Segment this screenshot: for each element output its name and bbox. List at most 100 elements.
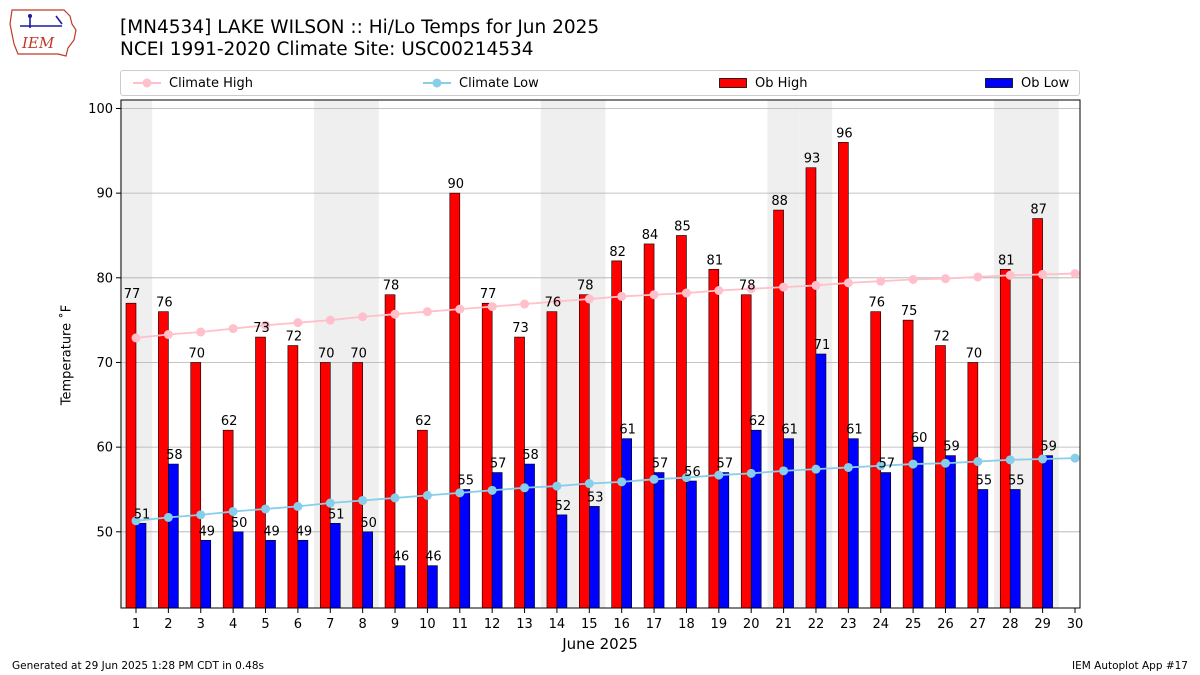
generated-footer: Generated at 29 Jun 2025 1:28 PM CDT in … <box>12 660 265 672</box>
ob-high-bar <box>838 142 849 609</box>
climate-low-point <box>940 458 950 468</box>
ob-low-label: 55 <box>1008 473 1025 488</box>
climate-low-point <box>973 457 983 467</box>
legend-climate-high: Climate High <box>133 74 253 92</box>
x-tick-label: 16 <box>613 617 630 632</box>
climate-high-point <box>261 320 271 330</box>
climate-low-point <box>584 479 594 489</box>
chart-title: [MN4534] LAKE WILSON :: Hi/Lo Temps for … <box>120 17 600 38</box>
climate-low-line-swatch <box>423 78 451 88</box>
ob-low-bar <box>427 565 438 609</box>
ob-low-bar <box>1042 455 1053 609</box>
climate-low-point <box>325 498 335 508</box>
ob-low-label: 52 <box>555 499 572 514</box>
ob-low-swatch <box>985 78 1013 88</box>
ob-low-label: 60 <box>911 431 928 446</box>
ob-low-bar <box>394 565 406 609</box>
climate-low-point <box>196 510 206 520</box>
ob-low-label: 56 <box>684 465 701 480</box>
climate-low-point <box>843 462 853 472</box>
climate-high-point <box>908 274 918 284</box>
ob-high-label: 93 <box>804 152 821 167</box>
ob-high-label: 81 <box>707 253 724 268</box>
ob-low-label: 49 <box>296 524 313 539</box>
ob-low-label: 50 <box>231 516 248 531</box>
x-tick-label: 29 <box>1034 617 1051 632</box>
climate-high-point <box>940 274 950 284</box>
climate-high-point <box>746 284 756 294</box>
climate-low-point <box>617 477 627 487</box>
ob-low-bar <box>977 489 989 609</box>
x-tick-label: 4 <box>229 617 237 632</box>
x-tick-label: 17 <box>646 617 663 632</box>
climate-high-point <box>325 315 335 325</box>
ob-low-bar <box>1009 489 1021 609</box>
chart-subtitle: NCEI 1991-2020 Climate Site: USC00214534 <box>120 39 534 60</box>
ob-low-bar <box>329 523 341 609</box>
ob-high-bar <box>579 294 590 609</box>
ob-low-label: 58 <box>166 448 183 463</box>
climate-high-point <box>649 290 659 300</box>
climate-high-point <box>1070 269 1080 279</box>
ob-low-bar <box>265 539 276 609</box>
climate-low-point <box>746 468 756 478</box>
iem-logo: IEM <box>9 9 77 57</box>
ob-low-label: 62 <box>749 414 766 429</box>
ob-low-label: 57 <box>878 457 895 472</box>
ob-high-bar <box>287 345 299 609</box>
x-tick-label: 14 <box>549 617 566 632</box>
ob-high-bar <box>740 294 752 609</box>
ob-low-bar <box>653 472 665 609</box>
y-tick-label: 80 <box>96 271 113 286</box>
ob-high-label: 70 <box>966 346 983 361</box>
climate-high-point <box>584 294 594 304</box>
ob-high-bar <box>449 192 461 609</box>
climate-low-point <box>1070 453 1080 463</box>
ob-low-bar <box>297 539 309 609</box>
ob-high-label: 78 <box>383 279 400 294</box>
ob-high-label: 88 <box>771 194 788 209</box>
climate-low-point <box>908 459 918 469</box>
climate-low-point <box>1038 454 1048 464</box>
ob-high-label: 82 <box>609 245 626 260</box>
x-tick-label: 24 <box>872 617 889 632</box>
climate-low-point <box>1005 455 1015 465</box>
ob-high-label: 85 <box>674 219 691 234</box>
y-tick-label: 100 <box>88 102 113 117</box>
x-tick-label: 26 <box>937 617 954 632</box>
x-tick-label: 9 <box>391 617 399 632</box>
x-tick-label: 2 <box>164 617 172 632</box>
legend-ob-high: Ob High <box>719 74 808 92</box>
x-axis-label: June 2025 <box>562 635 638 653</box>
ob-low-bar <box>686 480 697 609</box>
climate-low-point <box>293 501 303 511</box>
y-axis-label: Temperature ˚F <box>59 304 75 406</box>
ob-low-label: 51 <box>134 507 151 522</box>
ob-high-label: 76 <box>868 296 885 311</box>
ob-low-bar <box>589 506 600 609</box>
climate-low-point <box>779 466 789 476</box>
climate-low-point <box>163 512 173 522</box>
climate-low-point <box>552 481 562 491</box>
climate-low-point <box>876 461 886 471</box>
x-tick-label: 3 <box>197 617 205 632</box>
climate-high-point <box>455 304 465 314</box>
ob-high-label: 87 <box>1030 203 1047 218</box>
ob-high-bar <box>514 336 525 609</box>
ob-low-bar <box>783 438 794 609</box>
ob-high-label: 75 <box>901 304 918 319</box>
x-tick-label: 19 <box>711 617 728 632</box>
ob-low-label: 61 <box>619 423 636 438</box>
ob-high-label: 90 <box>448 177 465 192</box>
ob-high-label: 81 <box>998 253 1015 268</box>
climate-high-point <box>163 330 173 340</box>
climate-low-point <box>390 493 400 503</box>
ob-high-label: 72 <box>933 330 950 345</box>
ob-low-label: 59 <box>1040 440 1057 455</box>
title-block: [MN4534] LAKE WILSON :: Hi/Lo Temps for … <box>120 17 599 61</box>
climate-low-point <box>422 490 432 500</box>
ob-low-label: 46 <box>425 550 442 565</box>
ob-high-label: 70 <box>318 346 335 361</box>
ob-high-bar <box>999 269 1011 609</box>
